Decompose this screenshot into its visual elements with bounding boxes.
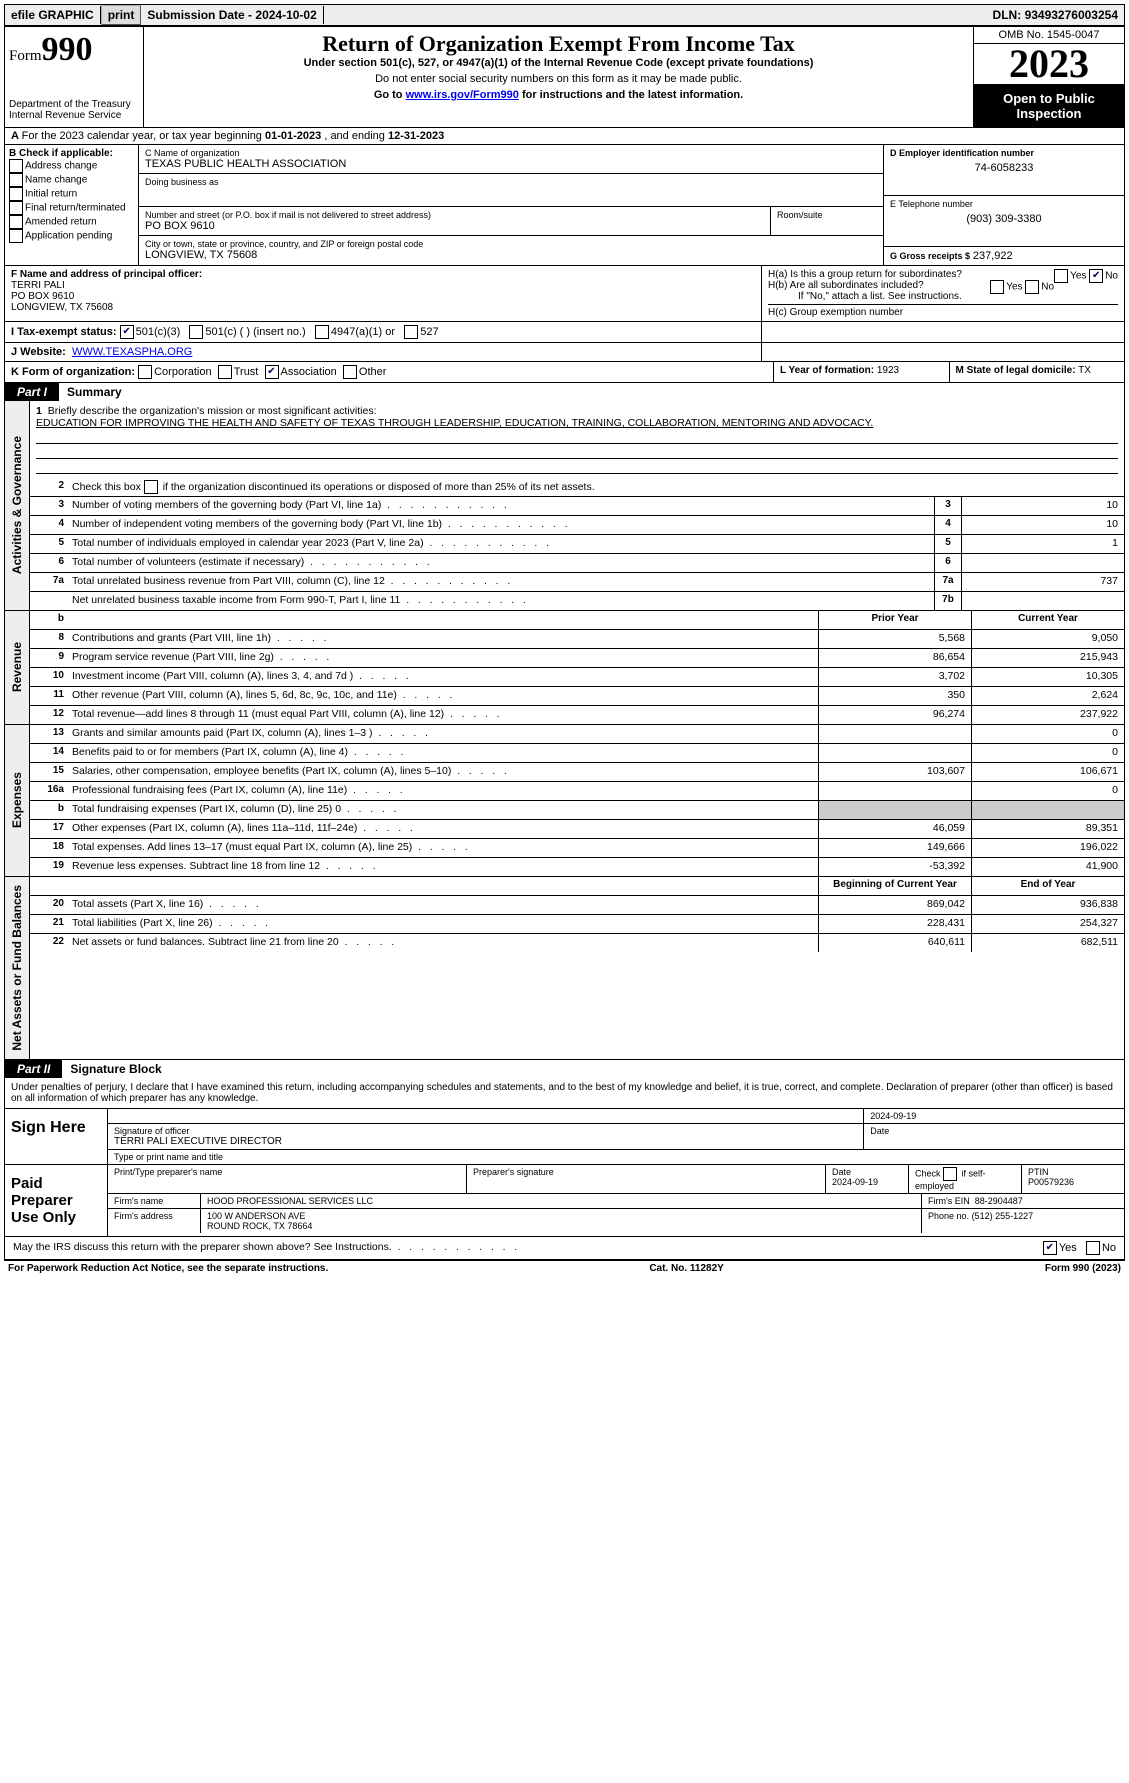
check-app-pending[interactable]: [9, 229, 23, 243]
irs-link[interactable]: www.irs.gov/Form990: [406, 89, 519, 101]
row-a-period: A For the 2023 calendar year, or tax yea…: [5, 128, 1124, 145]
vtab-activities: Activities & Governance: [10, 428, 24, 582]
box-c-address: Number and street (or P.O. box if mail i…: [139, 207, 771, 235]
check-assoc[interactable]: [265, 365, 279, 379]
summary-line: 15Salaries, other compensation, employee…: [30, 763, 1124, 782]
discuss-row: May the IRS discuss this return with the…: [5, 1237, 1124, 1260]
summary-line: 3Number of voting members of the governi…: [30, 497, 1124, 516]
check-address-change[interactable]: [9, 159, 23, 173]
netassets-header: Beginning of Current Year End of Year: [30, 877, 1124, 896]
row-klm: K Form of organization: Corporation Trus…: [5, 362, 1124, 383]
signature-declaration: Under penalties of perjury, I declare th…: [5, 1078, 1124, 1109]
line-2: 2 Check this box if the organization dis…: [30, 478, 1124, 497]
row-f-h: F Name and address of principal officer:…: [5, 266, 1124, 322]
summary-line: 12Total revenue—add lines 8 through 11 (…: [30, 706, 1124, 724]
sign-here-block: Sign Here 2024-09-19 Signature of office…: [5, 1109, 1124, 1165]
box-l-year: L Year of formation: 1923: [774, 362, 950, 382]
check-trust[interactable]: [218, 365, 232, 379]
check-other[interactable]: [343, 365, 357, 379]
page-footer: For Paperwork Reduction Act Notice, see …: [4, 1261, 1125, 1276]
summary-line: 10Investment income (Part VIII, column (…: [30, 668, 1124, 687]
check-amended[interactable]: [9, 215, 23, 229]
summary-line: 8Contributions and grants (Part VIII, li…: [30, 630, 1124, 649]
check-4947[interactable]: [315, 325, 329, 339]
summary-line: 9Program service revenue (Part VIII, lin…: [30, 649, 1124, 668]
box-m-state: M State of legal domicile: TX: [950, 362, 1125, 382]
summary-line: 22Net assets or fund balances. Subtract …: [30, 934, 1124, 952]
discuss-yes[interactable]: [1043, 1241, 1057, 1255]
summary-line: 6Total number of volunteers (estimate if…: [30, 554, 1124, 573]
check-final-return[interactable]: [9, 201, 23, 215]
box-d-ein: D Employer identification number 74-6058…: [884, 145, 1124, 196]
form-title: Return of Organization Exempt From Incom…: [148, 31, 969, 57]
check-corp[interactable]: [138, 365, 152, 379]
dln: DLN: 93493276003254: [987, 6, 1124, 24]
summary-line: 5Total number of individuals employed in…: [30, 535, 1124, 554]
check-501c3[interactable]: [120, 325, 134, 339]
section-activities: Activities & Governance 1 Briefly descri…: [5, 401, 1124, 611]
box-c-dba: Doing business as: [139, 174, 883, 207]
discuss-no[interactable]: [1086, 1241, 1100, 1255]
part2-header: Part II Signature Block: [5, 1060, 1124, 1078]
ha-yes[interactable]: [1054, 269, 1068, 283]
summary-line: 20Total assets (Part X, line 16)869,0429…: [30, 896, 1124, 915]
summary-line: 7aTotal unrelated business revenue from …: [30, 573, 1124, 592]
line-1-mission: 1 Briefly describe the organization's mi…: [30, 401, 1124, 478]
summary-line: 18Total expenses. Add lines 13–17 (must …: [30, 839, 1124, 858]
ha-no[interactable]: [1089, 269, 1103, 283]
vtab-revenue: Revenue: [10, 634, 24, 700]
row-j: J Website: WWW.TEXASPHA.ORG: [5, 343, 1124, 362]
summary-line: 17Other expenses (Part IX, column (A), l…: [30, 820, 1124, 839]
section-expenses: Expenses 13Grants and similar amounts pa…: [5, 725, 1124, 877]
summary-line: 14Benefits paid to or for members (Part …: [30, 744, 1124, 763]
dept-treasury: Department of the TreasuryInternal Reven…: [9, 99, 139, 121]
open-inspection: Open to Public Inspection: [974, 85, 1124, 127]
summary-line: 13Grants and similar amounts paid (Part …: [30, 725, 1124, 744]
print-button[interactable]: print: [101, 5, 142, 25]
check-527[interactable]: [404, 325, 418, 339]
paid-preparer-block: Paid Preparer Use Only Print/Type prepar…: [5, 1165, 1124, 1237]
section-revenue: Revenue b Prior Year Current Year 8Contr…: [5, 611, 1124, 725]
summary-line: Net unrelated business taxable income fr…: [30, 592, 1124, 610]
box-b: B Check if applicable: Address change Na…: [5, 145, 139, 265]
form-number: Form990: [9, 31, 139, 69]
vtab-expenses: Expenses: [10, 764, 24, 836]
submission-date: Submission Date - 2024-10-02: [141, 6, 323, 24]
hb-yes[interactable]: [990, 280, 1004, 294]
box-c-name: C Name of organization TEXAS PUBLIC HEAL…: [139, 145, 883, 174]
revenue-header: b Prior Year Current Year: [30, 611, 1124, 630]
form-subtitle-2: Do not enter social security numbers on …: [148, 73, 969, 85]
efile-label: efile GRAPHIC: [5, 6, 101, 24]
check-line2[interactable]: [144, 480, 158, 494]
box-e-phone: E Telephone number (903) 309-3380: [884, 196, 1124, 247]
row-i: I Tax-exempt status: 501(c)(3) 501(c) ( …: [5, 322, 1124, 343]
box-c-city: City or town, state or province, country…: [139, 236, 883, 264]
form-subtitle-1: Under section 501(c), 527, or 4947(a)(1)…: [148, 57, 969, 69]
check-self-employed[interactable]: [943, 1167, 957, 1181]
form-header: Form990 Department of the TreasuryIntern…: [5, 27, 1124, 128]
summary-line: 11Other revenue (Part VIII, column (A), …: [30, 687, 1124, 706]
box-h: H(a) Is this a group return for subordin…: [762, 266, 1124, 321]
box-f-officer: F Name and address of principal officer:…: [5, 266, 762, 321]
box-c-room: Room/suite: [771, 207, 883, 235]
summary-line: 4Number of independent voting members of…: [30, 516, 1124, 535]
check-initial-return[interactable]: [9, 187, 23, 201]
website-link[interactable]: WWW.TEXASPHA.ORG: [72, 346, 192, 358]
form-subtitle-3: Go to www.irs.gov/Form990 for instructio…: [148, 89, 969, 101]
summary-line: 19Revenue less expenses. Subtract line 1…: [30, 858, 1124, 876]
summary-line: 16aProfessional fundraising fees (Part I…: [30, 782, 1124, 801]
summary-line: bTotal fundraising expenses (Part IX, co…: [30, 801, 1124, 820]
tax-year: 2023: [974, 44, 1124, 85]
part1-header: Part I Summary: [5, 383, 1124, 401]
check-501c[interactable]: [189, 325, 203, 339]
check-name-change[interactable]: [9, 173, 23, 187]
section-netassets: Net Assets or Fund Balances Beginning of…: [5, 877, 1124, 1060]
vtab-netassets: Net Assets or Fund Balances: [10, 877, 24, 1059]
form-container: Form990 Department of the TreasuryIntern…: [4, 26, 1125, 1261]
header-grid: B Check if applicable: Address change Na…: [5, 145, 1124, 266]
summary-line: 21Total liabilities (Part X, line 26)228…: [30, 915, 1124, 934]
topbar: efile GRAPHIC print Submission Date - 20…: [4, 4, 1125, 26]
hb-no[interactable]: [1025, 280, 1039, 294]
box-g-receipts: G Gross receipts $ 237,922: [884, 247, 1124, 265]
